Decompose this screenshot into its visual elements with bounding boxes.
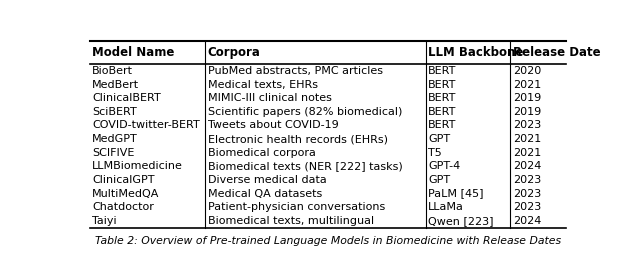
- Text: BERT: BERT: [428, 107, 456, 117]
- Text: LLaMa: LLaMa: [428, 202, 464, 212]
- Text: 2019: 2019: [513, 93, 541, 103]
- Text: Biomedical texts (NER [222] tasks): Biomedical texts (NER [222] tasks): [207, 161, 403, 171]
- Text: Patient-physician conversations: Patient-physician conversations: [207, 202, 385, 212]
- Text: Model Name: Model Name: [92, 46, 175, 59]
- Text: ClinicalBERT: ClinicalBERT: [92, 93, 161, 103]
- Text: GPT: GPT: [428, 134, 450, 144]
- Text: T5: T5: [428, 148, 442, 158]
- Text: Medical QA datasets: Medical QA datasets: [207, 188, 322, 199]
- Text: 2021: 2021: [513, 80, 541, 90]
- Text: Release Date: Release Date: [513, 46, 600, 59]
- Text: COVID-twitter-BERT: COVID-twitter-BERT: [92, 120, 200, 131]
- Text: Table 2: Overview of Pre-trained Language Models in Biomedicine with Release Dat: Table 2: Overview of Pre-trained Languag…: [95, 236, 561, 246]
- Text: 2019: 2019: [513, 107, 541, 117]
- Text: BioBert: BioBert: [92, 66, 133, 76]
- Text: MIMIC-III clinical notes: MIMIC-III clinical notes: [207, 93, 332, 103]
- Text: Scientific papers (82% biomedical): Scientific papers (82% biomedical): [207, 107, 402, 117]
- Text: Qwen [223]: Qwen [223]: [428, 216, 493, 226]
- Text: LLM Backbone: LLM Backbone: [428, 46, 524, 59]
- Text: 2020: 2020: [513, 66, 541, 76]
- Text: SciBERT: SciBERT: [92, 107, 137, 117]
- Text: Medical texts, EHRs: Medical texts, EHRs: [207, 80, 317, 90]
- Text: Biomedical corpora: Biomedical corpora: [207, 148, 316, 158]
- Text: LLMBiomedicine: LLMBiomedicine: [92, 161, 183, 171]
- Text: Corpora: Corpora: [207, 46, 260, 59]
- Text: 2023: 2023: [513, 120, 541, 131]
- Text: 2023: 2023: [513, 175, 541, 185]
- Text: ClinicalGPT: ClinicalGPT: [92, 175, 155, 185]
- Text: GPT-4: GPT-4: [428, 161, 460, 171]
- Text: MedGPT: MedGPT: [92, 134, 138, 144]
- Text: Taiyi: Taiyi: [92, 216, 117, 226]
- Text: 2023: 2023: [513, 188, 541, 199]
- Text: GPT: GPT: [428, 175, 450, 185]
- Text: Diverse medical data: Diverse medical data: [207, 175, 326, 185]
- Text: Chatdoctor: Chatdoctor: [92, 202, 154, 212]
- Text: Tweets about COVID-19: Tweets about COVID-19: [207, 120, 339, 131]
- Text: BERT: BERT: [428, 93, 456, 103]
- Text: MultiMedQA: MultiMedQA: [92, 188, 159, 199]
- Text: PubMed abstracts, PMC articles: PubMed abstracts, PMC articles: [207, 66, 383, 76]
- Text: 2023: 2023: [513, 202, 541, 212]
- Text: 2021: 2021: [513, 148, 541, 158]
- Text: 2024: 2024: [513, 216, 541, 226]
- Text: BERT: BERT: [428, 66, 456, 76]
- Text: 2024: 2024: [513, 161, 541, 171]
- Text: 2021: 2021: [513, 134, 541, 144]
- Text: BERT: BERT: [428, 120, 456, 131]
- Text: SCIFIVE: SCIFIVE: [92, 148, 134, 158]
- Text: MedBert: MedBert: [92, 80, 140, 90]
- Text: Electronic health records (EHRs): Electronic health records (EHRs): [207, 134, 388, 144]
- Text: BERT: BERT: [428, 80, 456, 90]
- Text: PaLM [45]: PaLM [45]: [428, 188, 483, 199]
- Text: Biomedical texts, multilingual: Biomedical texts, multilingual: [207, 216, 374, 226]
